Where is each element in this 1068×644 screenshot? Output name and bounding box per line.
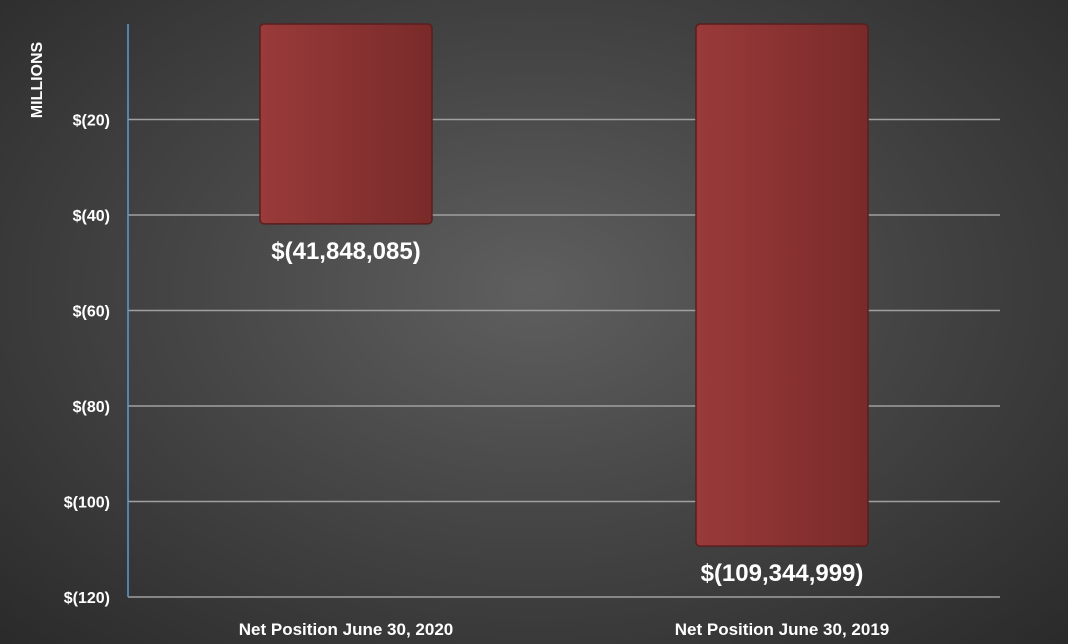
y-tick-label: $(40) [73, 208, 110, 225]
data-label: $(109,344,999) [701, 560, 864, 587]
y-tick-label: $(120) [64, 590, 110, 607]
y-tick-label: $(100) [64, 495, 110, 512]
x-category-label: Net Position June 30, 2019 [675, 620, 889, 639]
data-label: $(41,848,085) [271, 238, 420, 265]
bar [259, 23, 433, 225]
bar [695, 23, 869, 547]
x-category-label: Net Position June 30, 2020 [239, 620, 453, 639]
y-tick-label: $(80) [73, 399, 110, 416]
y-axis-title: MILLIONS [29, 41, 46, 118]
y-tick-label: $(20) [73, 113, 110, 130]
y-tick-label: $(60) [73, 304, 110, 321]
